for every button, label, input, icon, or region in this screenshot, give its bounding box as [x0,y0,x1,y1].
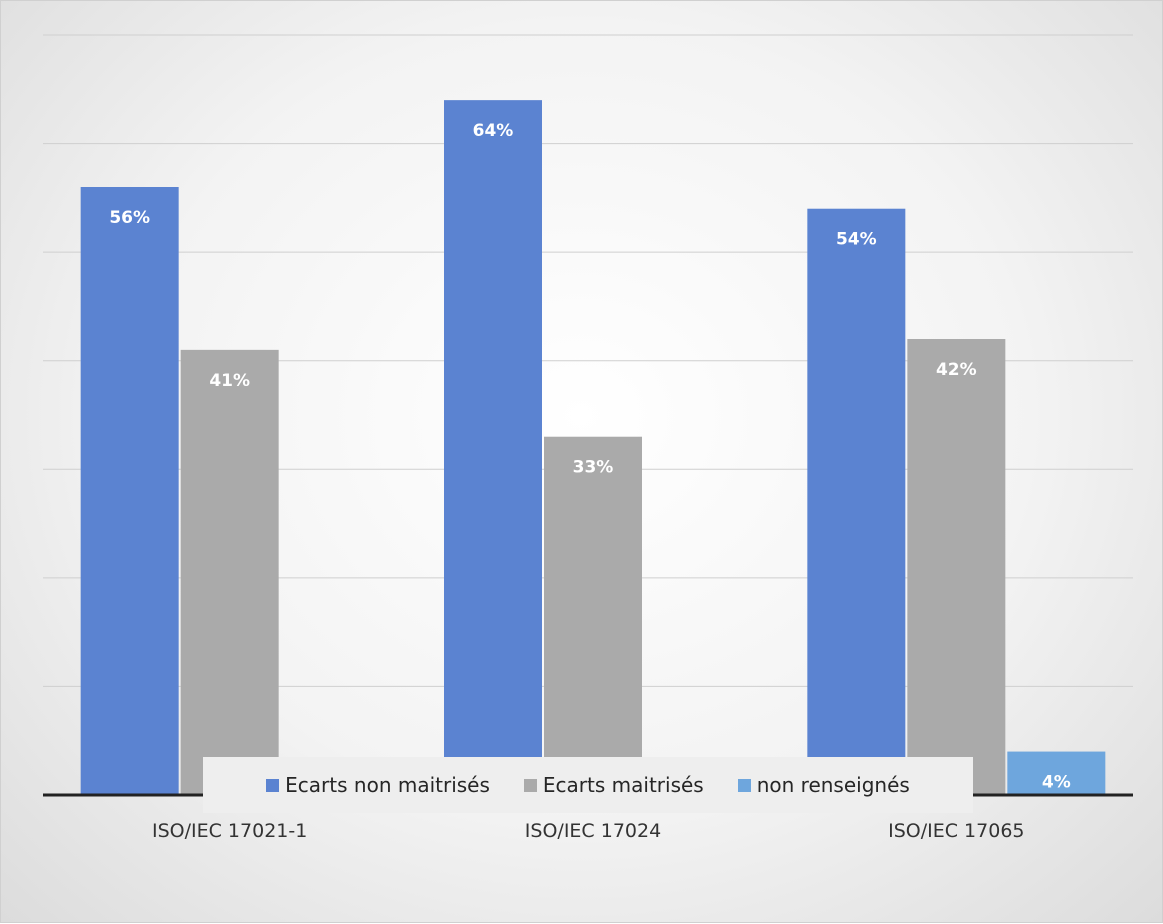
data-label: 54% [836,230,877,250]
bar[interactable] [544,437,642,795]
x-tick-label: ISO/IEC 17021-1 [152,820,307,842]
x-tick-label: ISO/IEC 17024 [525,820,661,842]
category-labels: ISO/IEC 17021-1 ISO/IEC 17024 ISO/IEC 1706… [152,820,1025,842]
legend: Ecarts non maitrisés Ecarts maitrisés no… [203,757,973,813]
x-tick-label: ISO/IEC 17065 [888,820,1024,842]
data-label: 64% [473,121,514,141]
legend-item-non-renseignes[interactable]: non renseignés [738,773,910,797]
data-label: 42% [936,360,977,380]
bar[interactable] [81,187,179,795]
legend-item-ecarts-non-maitrises[interactable]: Ecarts non maitrisés [266,773,490,797]
data-label: 56% [109,208,150,228]
legend-swatch [266,779,279,792]
legend-swatch [524,779,537,792]
bars [81,100,1106,795]
legend-item-ecarts-maitrises[interactable]: Ecarts maitrisés [524,773,704,797]
legend-label: Ecarts maitrisés [543,773,704,797]
data-label: 4% [1042,773,1071,793]
legend-label: Ecarts non maitrisés [285,773,490,797]
data-label: 33% [573,458,614,478]
data-label: 41% [209,371,250,391]
legend-swatch [738,779,751,792]
bar[interactable] [807,209,905,795]
bar[interactable] [181,350,279,795]
bar[interactable] [907,339,1005,795]
bar[interactable] [444,100,542,795]
legend-label: non renseignés [757,773,910,797]
